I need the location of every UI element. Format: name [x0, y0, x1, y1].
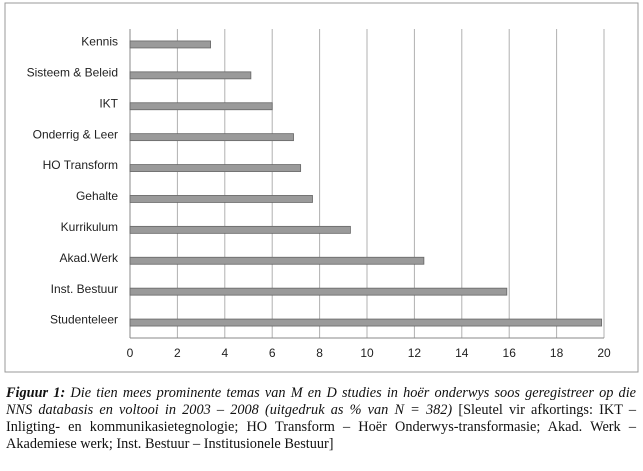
x-tick-label: 2 — [174, 346, 181, 360]
y-tick-label: Studenteleer — [50, 313, 118, 327]
x-tick-label: 16 — [503, 346, 517, 360]
x-tick-label: 8 — [316, 346, 323, 360]
bar — [129, 256, 425, 265]
y-tick-label: IKT — [99, 96, 118, 110]
bar — [129, 287, 508, 296]
y-tick-label: Onderrig & Leer — [33, 127, 118, 141]
x-tick-label: 10 — [360, 346, 374, 360]
x-tick-label: 12 — [408, 346, 422, 360]
y-tick-label: Gehalte — [76, 189, 118, 203]
bar — [129, 102, 273, 111]
y-tick-label: HO Transform — [43, 158, 118, 172]
y-tick-label: Akad.Werk — [60, 251, 119, 265]
y-tick-label: Kurrikulum — [61, 220, 118, 234]
caption-key: [Sleutel vir afkortings: IKT – Inligting… — [6, 402, 636, 452]
x-tick-label: 6 — [269, 346, 276, 360]
y-tick-label: Kennis — [81, 35, 118, 49]
x-tick-label: 20 — [597, 346, 611, 360]
y-tick-label: Inst. Bestuur — [51, 282, 118, 296]
caption: Figuur 1: Die tien mees prominente temas… — [6, 385, 636, 453]
x-tick-label: 14 — [455, 346, 469, 360]
bar — [129, 40, 211, 49]
bar — [129, 133, 294, 142]
caption-italic: Die tien mees prominente temas van M en … — [6, 385, 637, 418]
bar — [129, 195, 313, 203]
y-tick-label: Sisteem & Beleid — [27, 66, 118, 80]
bar — [129, 164, 302, 172]
x-tick-label: 18 — [550, 346, 564, 360]
bar — [129, 71, 252, 80]
chart-border — [4, 2, 639, 373]
bar — [129, 225, 351, 234]
bar — [129, 318, 603, 327]
caption-label: Figuur 1: — [6, 385, 66, 401]
chart: 0 2 4 6 8 10 12 14 16 18 20 Kennis Sisteem & Beleid I… — [4, 2, 639, 373]
x-tick-label: 4 — [221, 346, 228, 360]
x-tick-label: 0 — [127, 346, 134, 360]
